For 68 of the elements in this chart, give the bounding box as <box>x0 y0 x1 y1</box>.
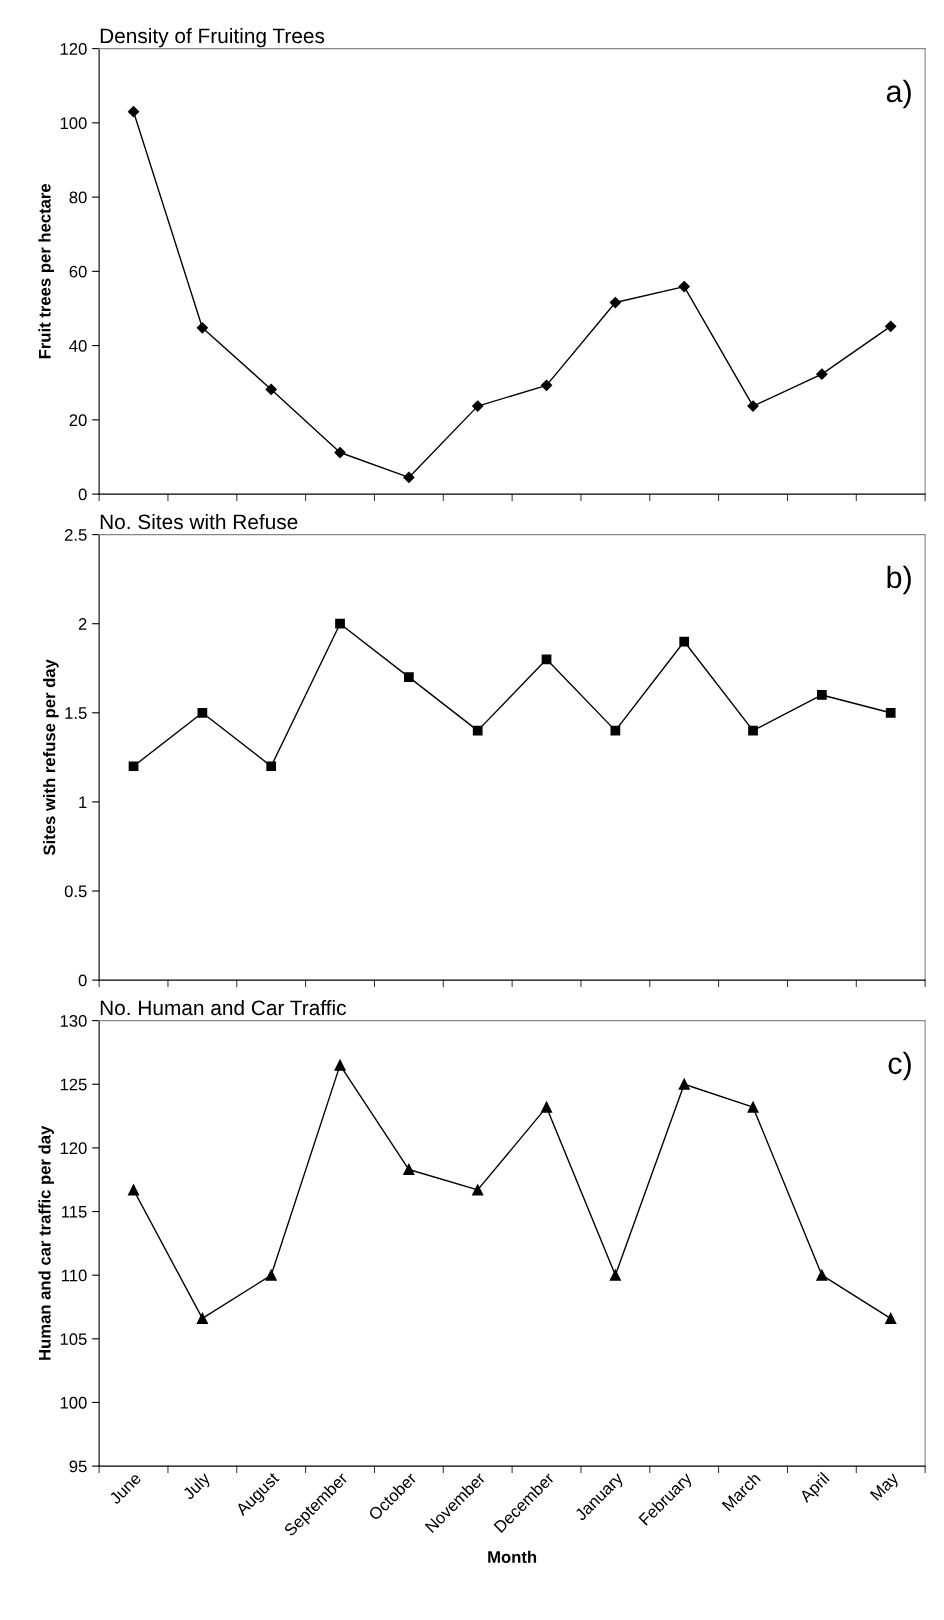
annotation: c) <box>888 1051 911 1081</box>
point <box>747 400 759 412</box>
y-axis-title: Fruit trees per hectare <box>38 183 54 359</box>
y-tick-label: 100 <box>60 117 87 130</box>
point <box>540 379 553 391</box>
x-axis-title: Month <box>488 1550 537 1563</box>
point <box>540 1101 553 1113</box>
y-tick-label: 0 <box>78 488 87 501</box>
y-tick-label: 115 <box>62 1206 87 1218</box>
point <box>127 1184 140 1196</box>
point <box>128 761 139 772</box>
point <box>817 690 827 700</box>
y-tick-label: 125 <box>60 1078 87 1091</box>
y-tick-label: 105 <box>60 1333 87 1346</box>
point <box>609 1269 621 1281</box>
y-tick-label: 1 <box>79 796 87 808</box>
y-tick-label: 60 <box>69 265 87 278</box>
point <box>127 106 140 118</box>
y-tick-label: 120 <box>60 1142 87 1155</box>
point <box>265 383 277 396</box>
y-tick-label: 100 <box>60 1396 87 1409</box>
point <box>885 320 897 332</box>
point <box>196 322 208 334</box>
y-tick-label: 2 <box>78 618 87 630</box>
point <box>266 761 277 772</box>
point <box>472 1184 484 1196</box>
y-axis-title: Human and car traffic per day <box>38 1125 54 1360</box>
y-tick-label: 1.5 <box>65 707 87 719</box>
chart-title: No. Human and Car Traffic <box>100 999 346 1016</box>
point <box>747 1101 759 1113</box>
point <box>196 1312 208 1325</box>
point <box>678 280 690 293</box>
y-tick-label: 0 <box>78 974 87 987</box>
point <box>816 368 828 380</box>
y-tick-label: 40 <box>69 340 87 352</box>
point <box>403 471 415 483</box>
chart-title: Density of Fruiting Trees <box>100 27 325 48</box>
point <box>472 725 483 736</box>
point <box>335 618 345 629</box>
y-tick-label: 130 <box>60 1015 87 1027</box>
y-tick-label: 0.5 <box>64 885 87 898</box>
y-tick-label: 80 <box>69 191 87 204</box>
point <box>334 446 346 459</box>
point <box>678 1078 690 1090</box>
point <box>197 707 208 718</box>
point <box>403 1163 415 1176</box>
point <box>748 725 758 736</box>
point <box>404 672 414 683</box>
y-tick-label: 110 <box>62 1269 87 1282</box>
y-tick-label: 20 <box>69 414 87 427</box>
point <box>609 296 621 309</box>
x-tick-label: May <box>869 1471 902 1504</box>
point <box>265 1269 277 1281</box>
chart-title: No. Sites with Refuse <box>100 513 298 530</box>
annotation: a) <box>886 79 911 109</box>
y-tick-label: 120 <box>60 43 87 55</box>
x-tick-label: July <box>181 1470 214 1503</box>
point <box>541 654 552 665</box>
y-tick-label: 2.5 <box>64 529 87 541</box>
point <box>816 1269 828 1281</box>
point <box>472 400 484 412</box>
annotation: b) <box>887 565 911 595</box>
y-axis-title: Sites with refuse per day <box>43 659 59 856</box>
point <box>885 707 896 718</box>
point <box>334 1059 346 1071</box>
y-tick-label: 95 <box>69 1460 87 1473</box>
point <box>885 1312 897 1325</box>
point <box>679 636 690 647</box>
